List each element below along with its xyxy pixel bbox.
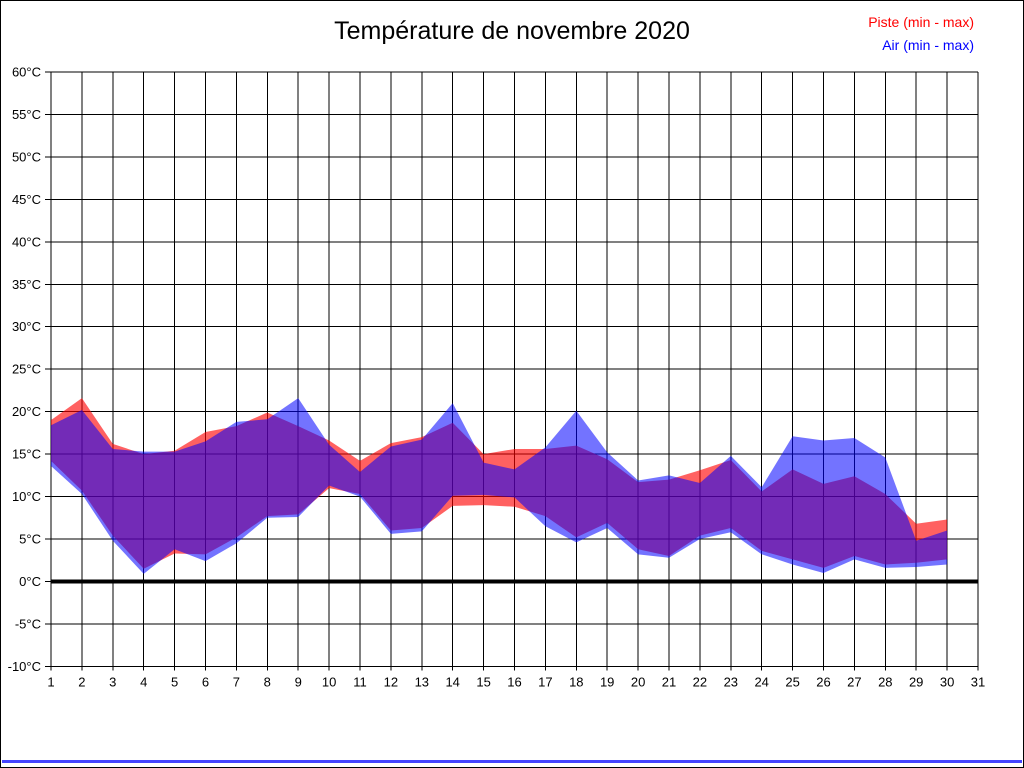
- svg-text:31: 31: [971, 674, 985, 689]
- svg-text:40°C: 40°C: [12, 234, 41, 249]
- svg-text:5: 5: [171, 674, 178, 689]
- svg-text:27: 27: [847, 674, 861, 689]
- svg-text:5°C: 5°C: [19, 532, 41, 547]
- svg-text:24: 24: [754, 674, 768, 689]
- svg-text:29: 29: [909, 674, 923, 689]
- svg-text:23: 23: [724, 674, 738, 689]
- axis-labels: 1 2 3 4 5 6 7 8 9 10 11 12 13 14 15 16 17 18 19 20 21 22 23 24 2…: [8, 65, 986, 690]
- svg-text:14: 14: [445, 674, 459, 689]
- svg-text:15°C: 15°C: [12, 447, 41, 462]
- svg-text:45°C: 45°C: [12, 192, 41, 207]
- svg-text:12: 12: [384, 674, 398, 689]
- legend-item-piste: Piste (min - max): [868, 14, 974, 30]
- svg-text:30°C: 30°C: [12, 319, 41, 334]
- svg-text:25°C: 25°C: [12, 362, 41, 377]
- bottom-border-line: [2, 760, 1022, 763]
- svg-text:6: 6: [202, 674, 209, 689]
- svg-text:13: 13: [415, 674, 429, 689]
- svg-text:35°C: 35°C: [12, 277, 41, 292]
- svg-text:15: 15: [476, 674, 490, 689]
- air-band: [51, 398, 948, 574]
- svg-text:8: 8: [264, 674, 271, 689]
- svg-text:10°C: 10°C: [12, 489, 41, 504]
- chart-title: Température de novembre 2020: [334, 17, 690, 45]
- svg-text:25: 25: [785, 674, 799, 689]
- svg-text:20: 20: [631, 674, 645, 689]
- svg-text:1: 1: [47, 674, 54, 689]
- svg-text:19: 19: [600, 674, 614, 689]
- svg-text:11: 11: [353, 674, 367, 689]
- svg-text:-10°C: -10°C: [8, 659, 41, 674]
- svg-text:3: 3: [109, 674, 116, 689]
- legend-item-air: Air (min - max): [882, 37, 974, 53]
- svg-text:22: 22: [693, 674, 707, 689]
- svg-text:18: 18: [569, 674, 583, 689]
- svg-text:-5°C: -5°C: [15, 616, 41, 631]
- gridlines: [45, 71, 979, 671]
- svg-text:0°C: 0°C: [19, 574, 41, 589]
- svg-text:10: 10: [322, 674, 336, 689]
- svg-text:7: 7: [233, 674, 240, 689]
- svg-text:55°C: 55°C: [12, 107, 41, 122]
- svg-text:2: 2: [78, 674, 85, 689]
- svg-text:16: 16: [507, 674, 521, 689]
- svg-text:20°C: 20°C: [12, 404, 41, 419]
- svg-text:26: 26: [816, 674, 830, 689]
- svg-text:9: 9: [295, 674, 302, 689]
- svg-text:21: 21: [662, 674, 676, 689]
- svg-text:50°C: 50°C: [12, 149, 41, 164]
- svg-text:30: 30: [940, 674, 954, 689]
- svg-text:17: 17: [538, 674, 552, 689]
- svg-text:4: 4: [140, 674, 147, 689]
- svg-text:28: 28: [878, 674, 892, 689]
- chart-legend: Piste (min - max) Air (min - max): [868, 11, 974, 57]
- svg-text:60°C: 60°C: [12, 65, 41, 80]
